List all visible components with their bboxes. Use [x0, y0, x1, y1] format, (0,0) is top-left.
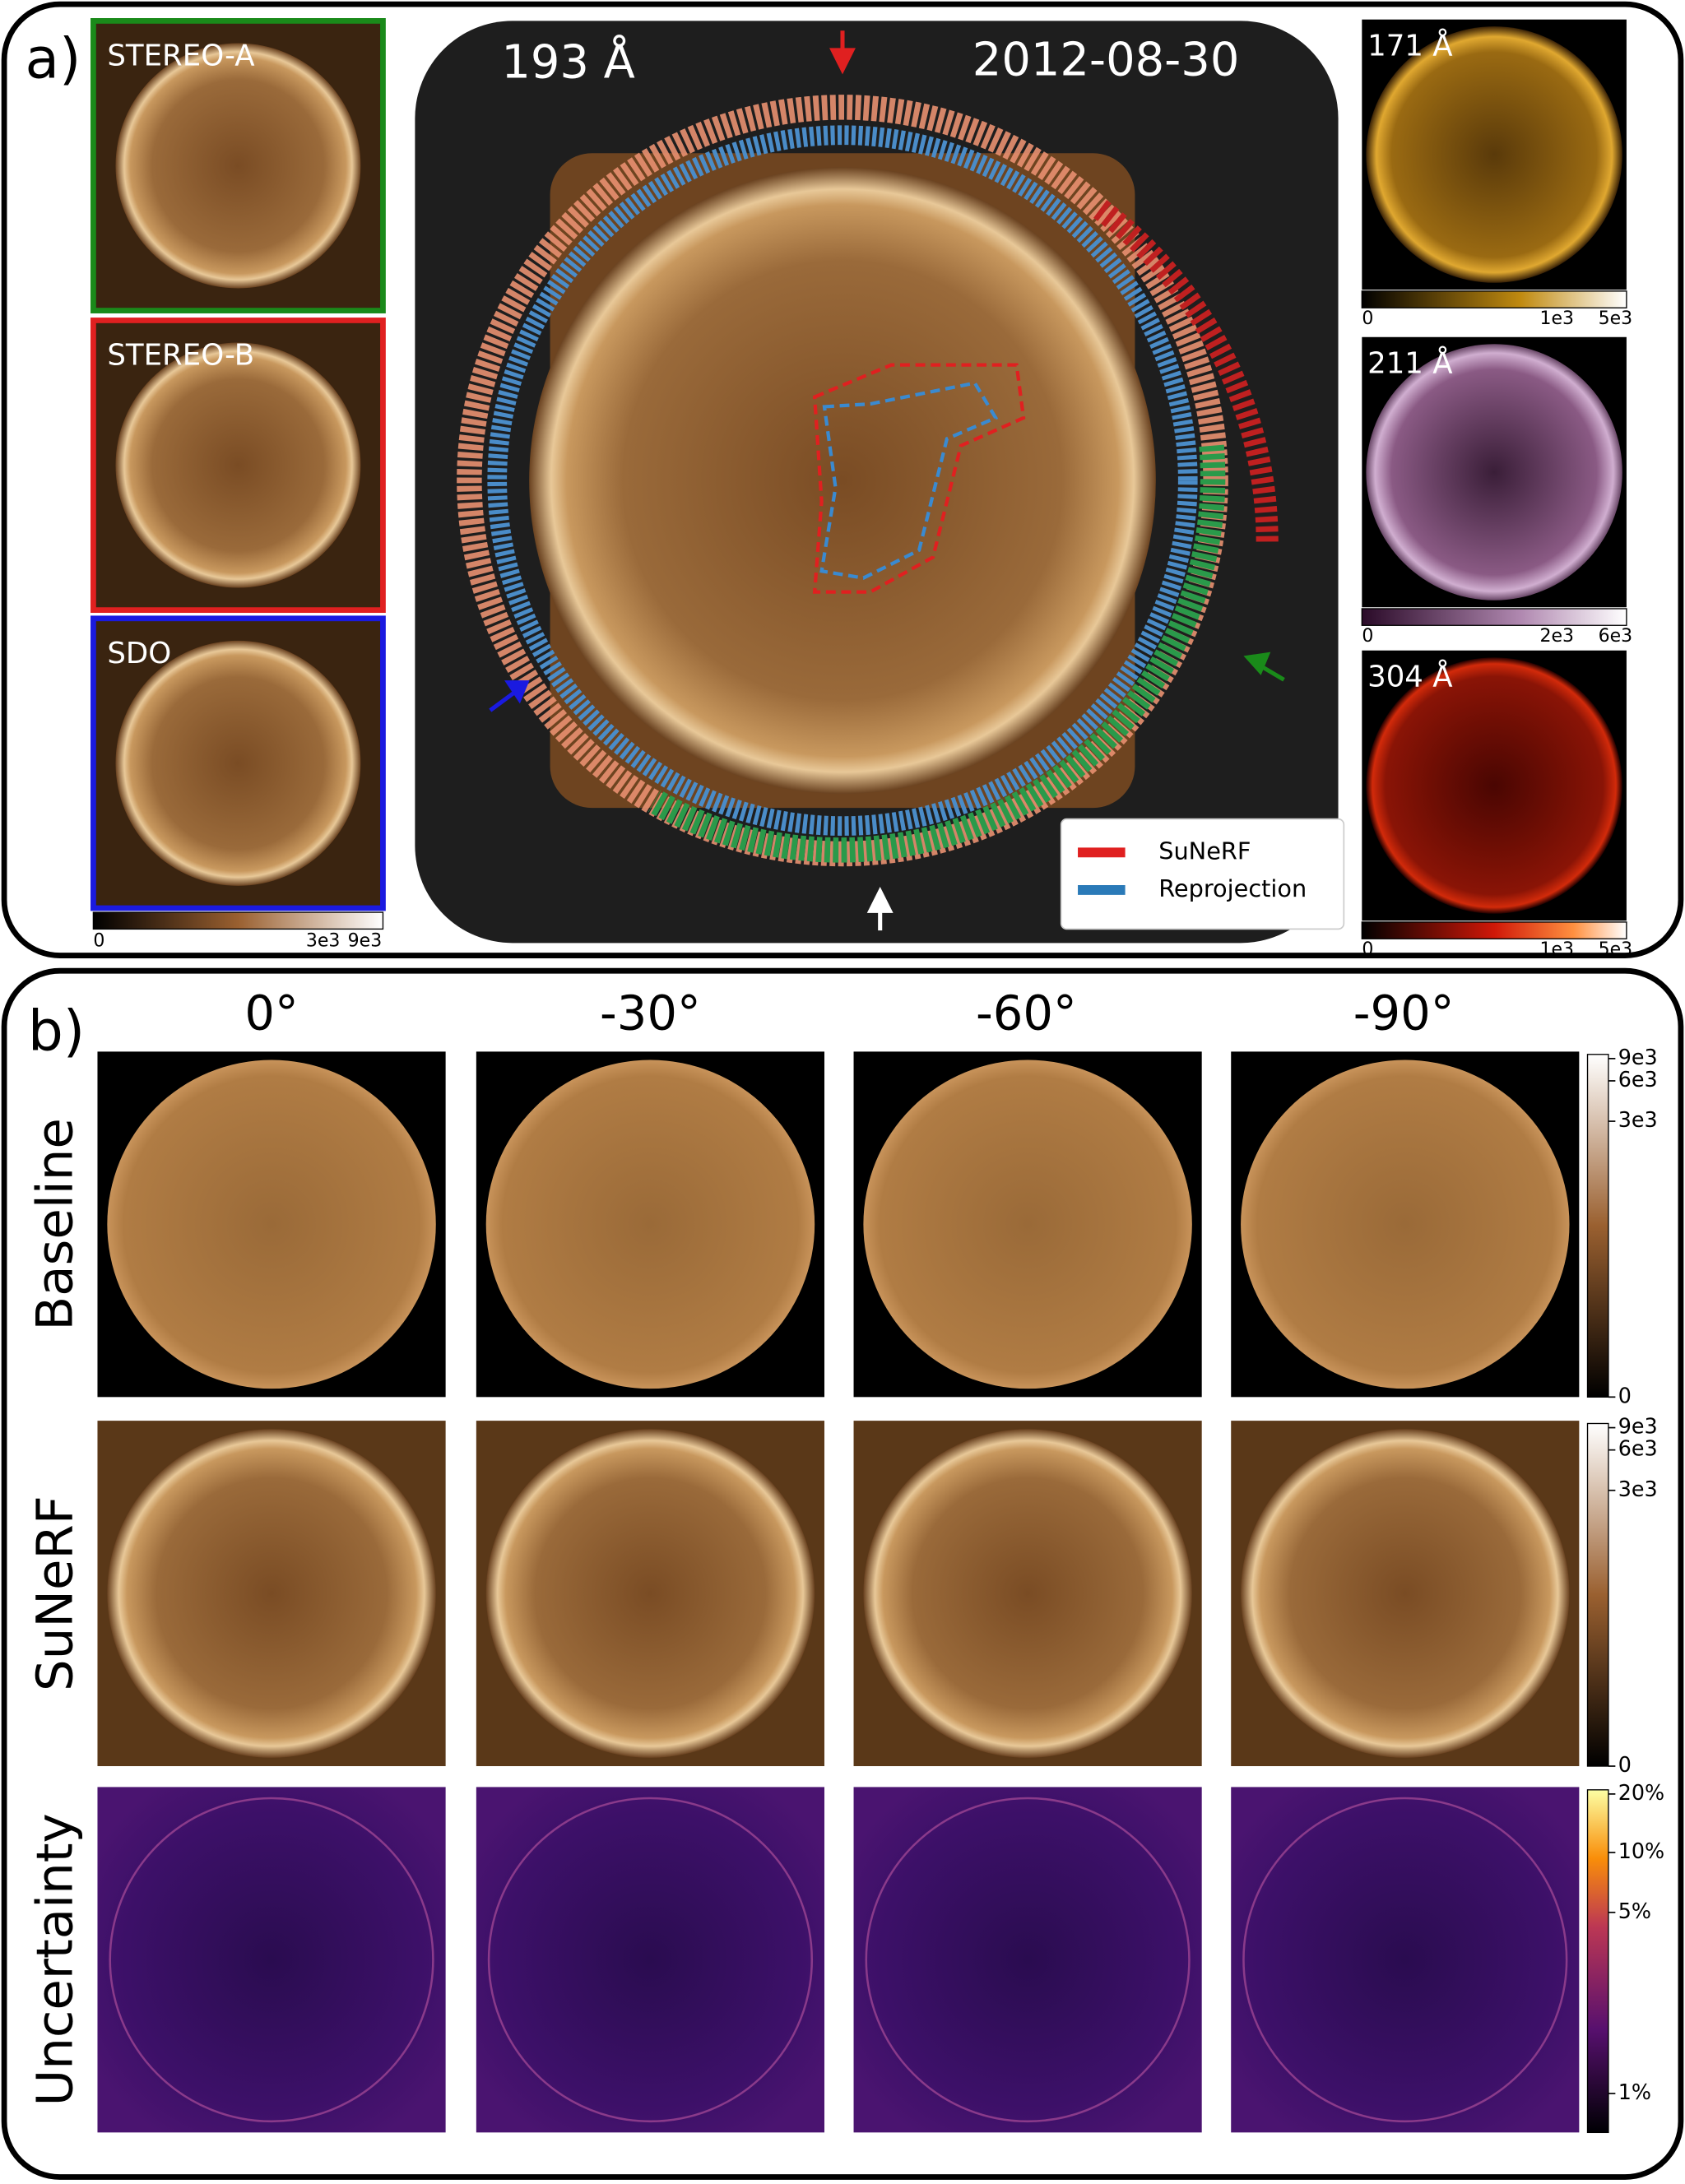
- column-header: -30°: [600, 986, 701, 1041]
- legend: [1060, 818, 1345, 930]
- colorbar-tick-label: 2e3: [1540, 626, 1575, 647]
- colorbar-tick-label: 0: [93, 931, 104, 952]
- arrow-green: [1243, 651, 1285, 682]
- uncertainty-limb: [109, 1797, 434, 2123]
- colorbar-tick-label: 3e3: [1618, 1107, 1658, 1132]
- colorbar: [1361, 921, 1627, 939]
- wavelength: 193 Å: [501, 35, 635, 90]
- colorbar-tick-label: 3e3: [306, 931, 341, 952]
- image-label: 211 Å: [1367, 345, 1453, 381]
- baseline-image: [1241, 1060, 1570, 1389]
- row-label: Uncertainty: [26, 1813, 85, 2106]
- green-arc: [648, 444, 1226, 863]
- colorbar-tick-label: 1e3: [1540, 939, 1575, 960]
- colorbar-tick-label: 9e3: [1618, 1045, 1658, 1069]
- panel-label: a): [25, 26, 81, 91]
- sun-image: [115, 640, 361, 886]
- sun-image: [115, 43, 361, 289]
- image-label: STEREO-A: [107, 39, 255, 72]
- colorbar: [1586, 1789, 1609, 2134]
- sunerf-image: [107, 1429, 436, 1758]
- uncertainty-image: [476, 1787, 824, 2133]
- channel-image: [1366, 657, 1622, 914]
- baseline-image: [863, 1060, 1192, 1389]
- sunerf-image: [863, 1429, 1192, 1758]
- red-arc: [1093, 200, 1279, 544]
- panel-a-frame: [1, 1, 1684, 958]
- reprojection-ring: [487, 125, 1198, 836]
- colorbar: [1361, 608, 1627, 626]
- colorbar-tick-label: 5e3: [1599, 308, 1633, 329]
- image-label: SDO: [107, 637, 171, 670]
- uncertainty-image: [1231, 1787, 1580, 2133]
- column-header: -60°: [976, 986, 1077, 1041]
- colorbar-tick-label: 9e3: [1618, 1414, 1658, 1439]
- image-label: STEREO-B: [107, 338, 254, 372]
- colorbar-tick-label: 1%: [1618, 2080, 1651, 2104]
- colorbar-tick-label: 3e3: [1618, 1477, 1658, 1501]
- colorbar-tick-label: 6e3: [1618, 1067, 1658, 1092]
- sun-image: [529, 167, 1156, 795]
- column-header: -90°: [1353, 986, 1455, 1041]
- colorbar: [1361, 290, 1627, 308]
- colorbar-tick-label: 0: [1618, 1383, 1632, 1407]
- column-header: 0°: [244, 986, 298, 1041]
- colorbar-tick-label: 6e3: [1599, 626, 1633, 647]
- legend-label: SuNeRF: [1158, 837, 1251, 865]
- image-border: [91, 318, 386, 614]
- colorbar: [1586, 1054, 1609, 1398]
- arrow-blue: [489, 680, 530, 712]
- colorbar-tick-label: 1e3: [1540, 308, 1575, 329]
- baseline-image: [107, 1060, 436, 1389]
- channel-image: [1366, 344, 1622, 600]
- colorbar-tick-label: 20%: [1618, 1780, 1664, 1805]
- colorbar-tick-label: 5e3: [1599, 939, 1633, 960]
- colorbar: [92, 911, 384, 930]
- colorbar-tick-label: 0: [1618, 1752, 1632, 1777]
- image-border: [91, 18, 386, 313]
- colorbar-tick-label: 0: [1362, 939, 1373, 960]
- colorbar-tick-label: 5%: [1618, 1899, 1651, 1923]
- coronal-hole-reproj: [819, 381, 999, 580]
- colorbar-tick-label: 9e3: [348, 931, 383, 952]
- arrow-red: [829, 30, 856, 75]
- row-label: SuNeRF: [26, 1495, 85, 1691]
- row-label: Baseline: [26, 1118, 85, 1330]
- image-label: 171 Å: [1367, 28, 1453, 63]
- colorbar-tick-label: 0: [1362, 626, 1373, 647]
- coronal-hole-sunerf: [812, 363, 1026, 594]
- colorbar: [1586, 1422, 1609, 1767]
- colorbar-tick-label: 6e3: [1618, 1436, 1658, 1461]
- legend-label: Reprojection: [1158, 874, 1307, 902]
- sunerf-image: [1241, 1429, 1570, 1758]
- uncertainty-limb: [865, 1797, 1191, 2123]
- image-label: 304 Å: [1367, 659, 1453, 694]
- baseline-image: [485, 1060, 815, 1389]
- uncertainty-limb: [1242, 1797, 1568, 2123]
- panel-label: b): [28, 999, 85, 1064]
- date: 2012-08-30: [972, 33, 1240, 86]
- colorbar-tick-label: 10%: [1618, 1839, 1664, 1863]
- colorbar-tick-label: 0: [1362, 308, 1373, 329]
- sunerf-image: [485, 1429, 815, 1758]
- channel-image: [1366, 26, 1622, 283]
- uncertainty-image: [97, 1787, 446, 2133]
- panel-b-frame: [1, 967, 1684, 2180]
- uncertainty-limb: [487, 1797, 814, 2123]
- uncertainty-image: [853, 1787, 1202, 2133]
- arrow-white: [866, 886, 894, 931]
- image-border: [91, 615, 386, 911]
- sun-image: [115, 342, 361, 588]
